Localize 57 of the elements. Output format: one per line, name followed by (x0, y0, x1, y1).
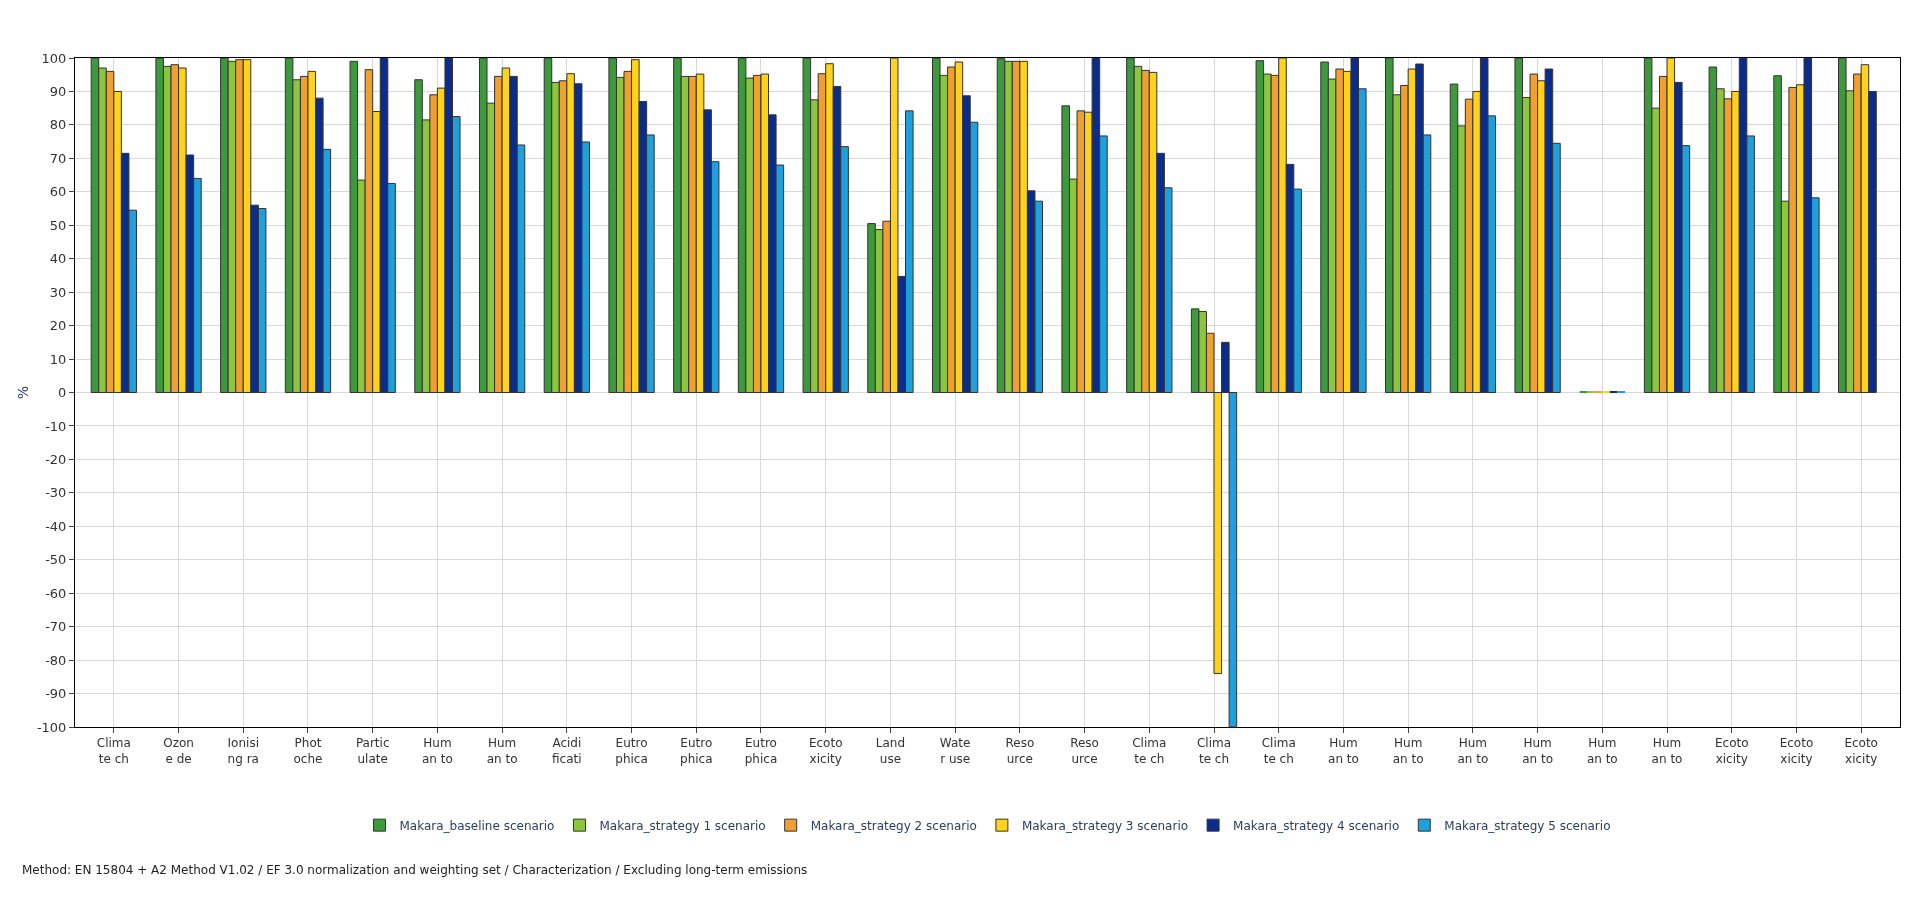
legend-label: Makara_strategy 4 scenario (1233, 818, 1400, 833)
x-tick-label: Reso urce (1005, 736, 1035, 766)
y-tick-label: 30 (49, 284, 67, 300)
x-tick-label: Eutro phica (615, 736, 648, 766)
x-tick-label: Phot oche (293, 736, 323, 766)
x-tick-label: Ozon e de (163, 736, 194, 766)
x-tick-label: Hum an to (1457, 736, 1489, 766)
x-tick-label: Reso urce (1070, 736, 1099, 766)
y-tick-label: -60 (45, 585, 67, 601)
y-tick-label: 0 (58, 385, 67, 401)
y-tick-label: 50 (49, 217, 67, 233)
y-tick-label: -10 (45, 418, 67, 434)
legend-label: Makara_strategy 2 scenario (810, 818, 977, 833)
x-tick-label: Clima te ch (96, 736, 131, 766)
legend-label: Makara_strategy 3 scenario (1021, 818, 1189, 833)
y-tick-label: -20 (45, 451, 67, 467)
text: Method: EN 15804 + A2 Method V1.02 / EF 3.0 normalization and weighting set / Characterization / Excluding long-term emissions (22, 863, 808, 877)
x-tick-label: Hum an to (422, 736, 453, 766)
y-tick-label: -100 (36, 719, 67, 735)
x-tick-label: Partic ulate (355, 736, 390, 766)
legend-label: Makara_strategy 5 scenario (1444, 818, 1611, 833)
x-tick-label: Hum an to (1586, 736, 1618, 766)
y-tick-label: 70 (49, 150, 67, 166)
x-tick-label: Clima te ch (1132, 736, 1167, 766)
x-tick-label: Wate r use (939, 736, 971, 766)
x-tick-label: Clima te ch (1261, 736, 1296, 766)
y-tick-label: 90 (49, 84, 67, 99)
x-tick-label: Hum an to (1392, 736, 1424, 766)
x-tick-label: Land use (875, 736, 906, 766)
y-tick-label: -30 (45, 485, 67, 501)
y-tick-label: -80 (45, 652, 67, 668)
x-tick-label: Hum an to (1651, 736, 1683, 766)
y-tick-label: 80 (49, 117, 67, 133)
y-tick-label: -40 (45, 518, 67, 534)
y-tick-label: -70 (45, 619, 67, 635)
x-tick-label: Hum an to (486, 736, 518, 766)
x-tick-label: Hum an to (1328, 736, 1359, 766)
y-tick-label: 60 (49, 184, 67, 200)
x-tick-label: Acidi ficati (552, 736, 582, 766)
x-tick-label: Clima te ch (1196, 736, 1232, 766)
x-tick-label: Ionisi ng ra (227, 736, 259, 766)
x-tick-label: Ecoto xicity (1844, 736, 1878, 766)
x-tick-label: Eutro phica (744, 736, 778, 766)
legend-label: Makara_strategy 1 scenario (599, 818, 766, 833)
x-tick-label: Ecoto xicity (1714, 736, 1749, 766)
y-tick-label: 10 (49, 351, 67, 367)
y-tick-label: -50 (45, 552, 67, 568)
x-tick-label: Hum an to (1522, 736, 1553, 766)
y-tick-label: 40 (49, 251, 67, 267)
x-tick-label: Eutro phica (680, 736, 713, 766)
legend-label: Makara_baseline scenario (399, 818, 555, 833)
y-tick-label: 20 (49, 318, 67, 334)
x-tick-label: Ecoto xicity (808, 736, 843, 766)
y-tick-label: -90 (45, 686, 67, 702)
x-tick-label: Ecoto xicity (1779, 736, 1814, 766)
y-tick-label: 100 (41, 50, 67, 66)
y-axis-title: % (15, 385, 32, 400)
